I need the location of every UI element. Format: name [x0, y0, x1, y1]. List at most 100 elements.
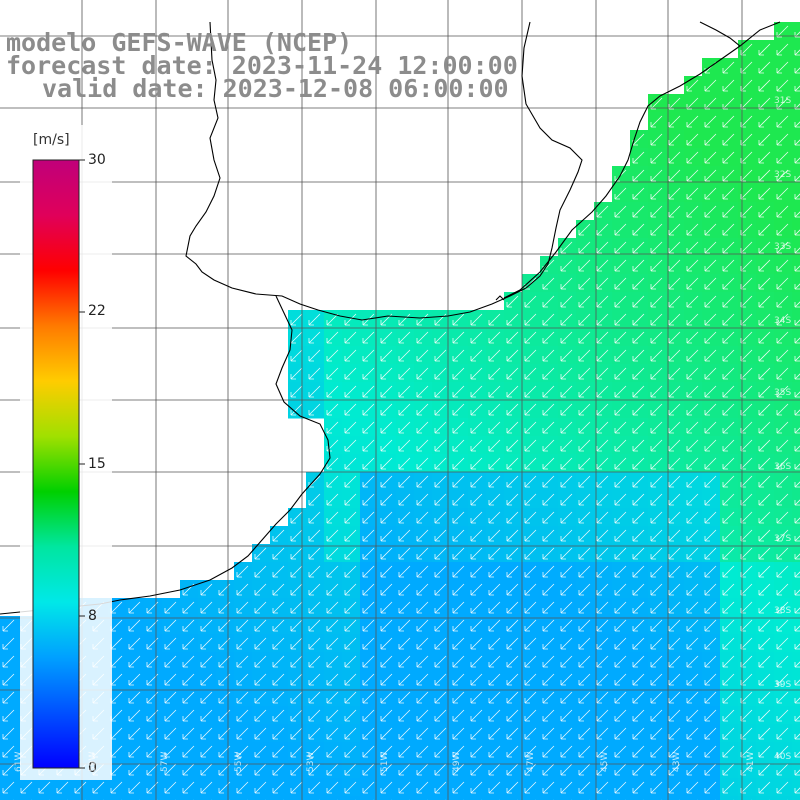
wind-arrow [794, 247, 800, 254]
wind-arrow [308, 511, 321, 524]
wind-arrow [416, 439, 429, 452]
wind-arrow [596, 457, 609, 470]
wind-arrow [794, 373, 800, 380]
wind-arrow [650, 565, 663, 578]
wind-arrow [452, 619, 465, 632]
wind-arrow [470, 709, 483, 722]
wind-arrow [704, 637, 717, 650]
wind-arrow [668, 673, 681, 686]
wind-arrow [398, 313, 411, 326]
wind-arrow [524, 619, 537, 632]
wind-arrow [578, 547, 591, 560]
wind-cell [792, 616, 800, 635]
wind-arrow [722, 601, 735, 614]
wind-arrow [686, 781, 699, 794]
wind-arrow [668, 781, 681, 794]
wind-arrow [488, 421, 501, 434]
wind-cell [792, 76, 800, 95]
wind-arrow [632, 241, 645, 254]
wind-arrow [758, 169, 771, 182]
wind-arrow [524, 313, 537, 326]
colorbar-unit: [m/s] [33, 132, 70, 148]
lon-label: 43W [672, 751, 682, 772]
wind-arrow [254, 565, 267, 578]
wind-arrow [794, 427, 800, 434]
wind-arrow [596, 313, 609, 326]
wind-arrow [650, 421, 663, 434]
wind-arrow [452, 511, 465, 524]
wind-arrow [326, 511, 339, 524]
wind-arrow [560, 763, 573, 776]
wind-arrow [236, 673, 249, 686]
wind-arrow [488, 439, 501, 452]
wind-arrow [632, 295, 645, 308]
wind-arrow [326, 709, 339, 722]
wind-arrow [362, 367, 375, 380]
wind-arrow [326, 565, 339, 578]
colorbar-tick-8: 8 [88, 608, 97, 624]
wind-arrow [362, 601, 375, 614]
wind-arrow [560, 367, 573, 380]
wind-arrow [398, 637, 411, 650]
wind-arrow [470, 439, 483, 452]
wind-arrow [578, 601, 591, 614]
wind-arrow [578, 709, 591, 722]
wind-arrow [704, 385, 717, 398]
wind-arrow [398, 385, 411, 398]
wind-arrow [668, 457, 681, 470]
wind-arrow [758, 583, 771, 596]
wind-arrow [344, 529, 357, 542]
wind-arrow [704, 223, 717, 236]
wind-arrow [794, 661, 800, 668]
wind-arrow [722, 169, 735, 182]
wind-cell [18, 796, 37, 800]
wind-arrow [506, 637, 519, 650]
wind-arrow [632, 763, 645, 776]
wind-arrow [164, 727, 177, 740]
wind-arrow [290, 673, 303, 686]
wind-arrow [686, 655, 699, 668]
wind-arrow [650, 385, 663, 398]
wind-cell [792, 526, 800, 545]
wind-arrow [794, 283, 800, 290]
wind-cell [540, 796, 559, 800]
wind-arrow [722, 493, 735, 506]
wind-arrow [452, 547, 465, 560]
wind-arrow [794, 625, 800, 632]
wind-arrow [254, 727, 267, 740]
wind-arrow [398, 619, 411, 632]
wind-arrow [596, 637, 609, 650]
wind-arrow [758, 763, 771, 776]
wind-arrow [776, 421, 789, 434]
wind-cell [774, 796, 793, 800]
wind-arrow [290, 745, 303, 758]
wind-arrow [308, 691, 321, 704]
wind-arrow [326, 727, 339, 740]
wind-arrow [560, 601, 573, 614]
wind-arrow [362, 547, 375, 560]
wind-arrow [668, 205, 681, 218]
wind-cell [792, 508, 800, 527]
model-title: modelo GEFS-WAVE (NCEP) [6, 28, 353, 57]
wind-arrow [578, 727, 591, 740]
wind-arrow [398, 439, 411, 452]
wind-arrow [560, 385, 573, 398]
wind-arrow [542, 511, 555, 524]
wind-arrow [362, 763, 375, 776]
wind-arrow [380, 547, 393, 560]
wind-arrow [362, 655, 375, 668]
wind-arrow [2, 673, 15, 686]
wind-arrow [506, 493, 519, 506]
wind-arrow [668, 151, 681, 164]
wind-arrow [434, 511, 447, 524]
wind-cell [738, 796, 757, 800]
wind-arrow [596, 241, 609, 254]
wind-arrow [758, 475, 771, 488]
wind-arrow [290, 655, 303, 668]
wind-arrow [128, 709, 141, 722]
wind-arrow [524, 403, 537, 416]
wind-arrow [380, 385, 393, 398]
wind-arrow [542, 475, 555, 488]
wind-cell [432, 796, 451, 800]
